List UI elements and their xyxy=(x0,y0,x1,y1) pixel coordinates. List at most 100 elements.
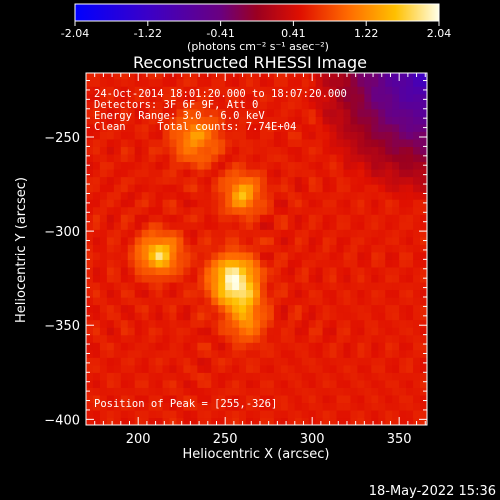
heatmap-cell xyxy=(92,191,101,200)
heatmap-cell xyxy=(218,304,226,313)
heatmap-cell xyxy=(287,131,296,140)
heatmap-cell xyxy=(336,153,345,163)
heatmap-cell xyxy=(392,176,400,185)
heatmap-cell xyxy=(176,116,185,125)
heatmap-cell xyxy=(176,73,185,80)
heatmap-cell xyxy=(253,312,261,321)
heatmap-cell xyxy=(225,342,233,351)
heatmap-cell xyxy=(169,342,178,351)
heatmap-cell xyxy=(218,184,226,193)
heatmap-cell xyxy=(141,334,150,343)
heatmap-cell xyxy=(141,138,150,148)
heatmap-cell xyxy=(176,409,185,419)
heatmap-cell xyxy=(385,131,393,140)
heatmap-cell xyxy=(232,244,240,253)
heatmap-cell xyxy=(113,206,122,215)
heatmap-cell xyxy=(169,394,178,404)
heatmap-cell xyxy=(385,251,393,260)
heatmap-cell xyxy=(106,297,115,306)
heatmap-cell xyxy=(225,161,233,170)
heatmap-cell xyxy=(232,176,240,185)
heatmap-cell xyxy=(92,161,101,170)
heatmap-cell xyxy=(127,409,136,419)
heatmap-cell xyxy=(190,304,198,313)
heatmap-cell xyxy=(315,364,324,373)
heatmap-cell xyxy=(148,138,157,148)
heatmap-cell xyxy=(86,394,94,404)
heatmap-cell xyxy=(190,116,198,125)
heatmap-cell xyxy=(92,78,101,87)
heatmap-cell xyxy=(399,417,407,425)
heatmap-cell xyxy=(99,281,108,291)
heatmap-cell xyxy=(141,402,150,411)
heatmap-cell xyxy=(301,78,310,87)
heatmap-cell xyxy=(308,251,317,260)
heatmap-cell xyxy=(287,304,296,313)
heatmap-cell xyxy=(357,244,365,253)
heatmap-cell xyxy=(287,86,296,95)
heatmap-cell xyxy=(273,334,282,343)
heatmap-cell xyxy=(113,304,122,313)
heatmap-cell xyxy=(190,327,198,336)
heatmap-cell xyxy=(134,206,143,215)
heatmap-cell xyxy=(204,334,212,343)
heatmap-cell xyxy=(148,297,157,306)
heatmap-cell xyxy=(225,244,233,253)
heatmap-cell xyxy=(392,259,400,268)
heatmap-cell xyxy=(301,364,310,373)
heatmap-cell xyxy=(406,304,414,313)
heatmap-cell xyxy=(392,153,400,163)
heatmap-cell xyxy=(211,146,219,155)
heatmap-cell xyxy=(148,176,157,185)
heatmap-cell xyxy=(385,259,393,268)
heatmap-cell xyxy=(183,93,191,102)
heatmap-cell xyxy=(190,108,198,117)
heatmap-cell xyxy=(99,206,108,215)
heatmap-cell xyxy=(211,138,219,148)
heatmap-cell xyxy=(287,169,296,178)
heatmap-cell xyxy=(120,199,129,208)
heatmap-cell xyxy=(280,304,289,313)
heatmap-cell xyxy=(197,206,205,215)
heatmap-cell xyxy=(350,259,359,268)
heatmap-cell xyxy=(106,251,115,260)
heatmap-cell xyxy=(273,304,282,313)
heatmap-cell xyxy=(127,259,136,268)
heatmap-cell xyxy=(253,379,261,388)
heatmap-cell xyxy=(99,274,108,283)
heatmap-cell xyxy=(162,274,171,283)
heatmap-cell xyxy=(343,86,352,95)
y-axis-title: Heliocentric Y (arcsec) xyxy=(14,177,29,323)
heatmap-cell xyxy=(329,86,338,95)
heatmap-cell xyxy=(371,138,379,148)
heatmap-cell xyxy=(364,402,372,411)
heatmap-cell xyxy=(287,402,296,411)
heatmap-cell xyxy=(378,153,386,163)
heatmap-cell xyxy=(155,131,164,140)
heatmap-cell xyxy=(259,221,268,230)
heatmap-cell xyxy=(148,123,157,132)
heatmap-cell xyxy=(183,86,191,95)
heatmap-cell xyxy=(308,161,317,170)
heatmap-cell xyxy=(406,417,414,425)
heatmap-cell xyxy=(273,349,282,358)
heatmap-cell xyxy=(308,153,317,163)
heatmap-cell xyxy=(413,176,421,185)
heatmap-cell xyxy=(266,153,275,163)
heatmap-cell xyxy=(385,304,393,313)
heatmap-cell xyxy=(176,349,185,358)
heatmap-cell xyxy=(190,153,198,163)
heatmap-cell xyxy=(232,274,240,283)
heatmap-cell xyxy=(120,409,129,419)
heatmap-cell xyxy=(308,364,317,373)
heatmap-cell xyxy=(364,229,372,238)
heatmap-cell xyxy=(141,281,150,291)
heatmap-cell xyxy=(197,229,205,238)
heatmap-cell xyxy=(273,244,282,253)
heatmap-cell xyxy=(106,274,115,283)
heatmap-cell xyxy=(225,327,233,336)
heatmap-cell xyxy=(183,274,191,283)
heatmap-cell xyxy=(239,379,247,388)
heatmap-cell xyxy=(364,266,372,276)
heatmap-cell xyxy=(176,387,185,396)
